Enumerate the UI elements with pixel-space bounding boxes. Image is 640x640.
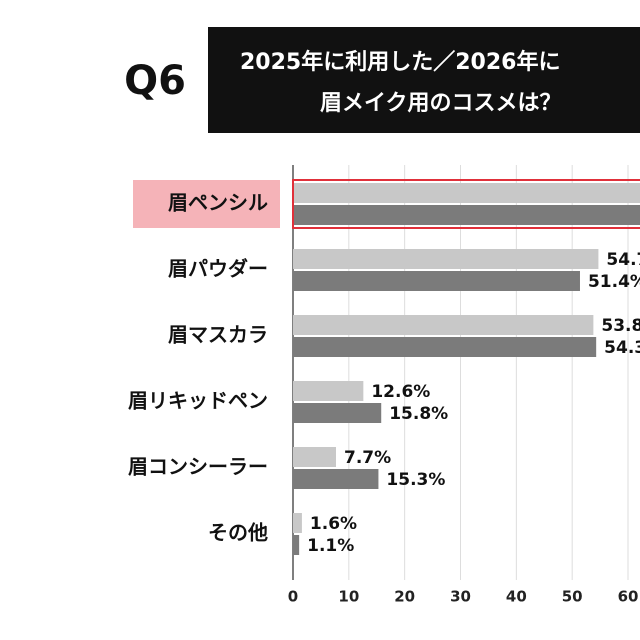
bar	[293, 249, 599, 269]
bar	[293, 337, 597, 357]
chart-title: 眉メイク用のコスメは？	[320, 91, 562, 116]
bar	[293, 183, 640, 203]
bar	[293, 403, 382, 423]
bar	[293, 381, 364, 401]
chart-title: 2025年に利用した／2026年に	[240, 49, 560, 75]
bar	[293, 513, 302, 533]
y-tick-label: 眉リキッドペン	[128, 389, 268, 413]
x-tick-label: 30	[450, 588, 471, 606]
value-label: 53.8%	[601, 316, 640, 336]
y-tick-label: 眉コンシーラー	[128, 455, 268, 479]
value-label: 7.7%	[344, 448, 391, 468]
y-tick-label: その他	[208, 521, 268, 545]
value-label: 15.8%	[389, 404, 448, 424]
category-highlight	[133, 180, 280, 228]
value-label: 51.4%	[588, 272, 640, 292]
y-tick-label: 眉ペンシル	[168, 191, 268, 215]
value-label: 54.3%	[604, 338, 640, 358]
x-tick-label: 40	[506, 588, 527, 606]
x-tick-label: 20	[394, 588, 415, 606]
value-label: 1.1%	[307, 536, 354, 556]
bar	[293, 271, 580, 291]
value-label: 12.6%	[371, 382, 430, 402]
bar	[293, 469, 379, 489]
question-badge: Q6	[124, 58, 186, 104]
x-tick-label: 60	[618, 588, 639, 606]
value-label: 15.3%	[386, 470, 445, 490]
x-tick-label: 10	[338, 588, 359, 606]
y-tick-label: 眉マスカラ	[168, 323, 268, 347]
bar	[293, 205, 640, 225]
value-label: 54.7%	[606, 250, 640, 270]
x-tick-label: 50	[562, 588, 583, 606]
bar	[293, 447, 336, 467]
bar	[293, 315, 594, 335]
y-tick-label: 眉パウダー	[168, 257, 268, 281]
bar	[293, 535, 300, 555]
highlight-frame	[292, 179, 640, 229]
x-tick-label: 0	[288, 588, 298, 606]
title-box	[208, 27, 640, 133]
value-label: 1.6%	[310, 514, 357, 534]
